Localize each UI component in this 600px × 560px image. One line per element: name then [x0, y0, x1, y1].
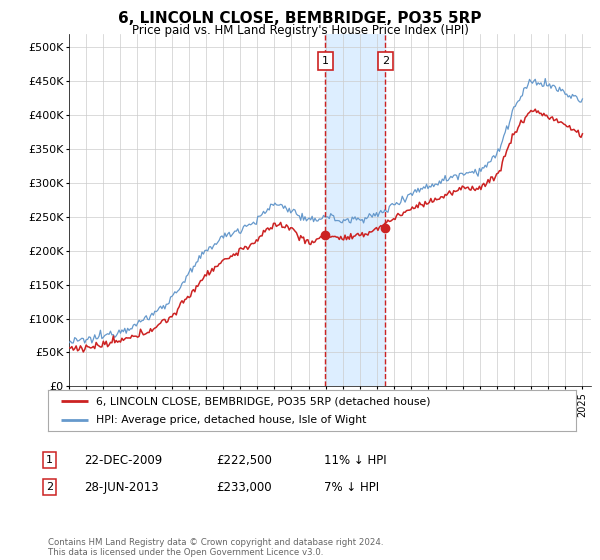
Text: £233,000: £233,000 [216, 480, 272, 494]
Bar [325, 34, 385, 386]
Text: 2: 2 [382, 56, 389, 66]
Text: 2: 2 [46, 482, 53, 492]
Text: 11% ↓ HPI: 11% ↓ HPI [324, 454, 386, 467]
Text: £222,500: £222,500 [216, 454, 272, 467]
Text: 6, LINCOLN CLOSE, BEMBRIDGE, PO35 5RP (detached house): 6, LINCOLN CLOSE, BEMBRIDGE, PO35 5RP (d… [95, 396, 430, 407]
Text: Contains HM Land Registry data © Crown copyright and database right 2024.
This d: Contains HM Land Registry data © Crown c… [48, 538, 383, 557]
Text: 1: 1 [46, 455, 53, 465]
Text: HPI: Average price, detached house, Isle of Wight: HPI: Average price, detached house, Isle… [95, 415, 366, 425]
Text: 1: 1 [322, 56, 329, 66]
Text: 22-DEC-2009: 22-DEC-2009 [84, 454, 162, 467]
Text: 7% ↓ HPI: 7% ↓ HPI [324, 480, 379, 494]
Text: 6, LINCOLN CLOSE, BEMBRIDGE, PO35 5RP: 6, LINCOLN CLOSE, BEMBRIDGE, PO35 5RP [118, 11, 482, 26]
Text: Price paid vs. HM Land Registry's House Price Index (HPI): Price paid vs. HM Land Registry's House … [131, 24, 469, 36]
Text: 28-JUN-2013: 28-JUN-2013 [84, 480, 158, 494]
